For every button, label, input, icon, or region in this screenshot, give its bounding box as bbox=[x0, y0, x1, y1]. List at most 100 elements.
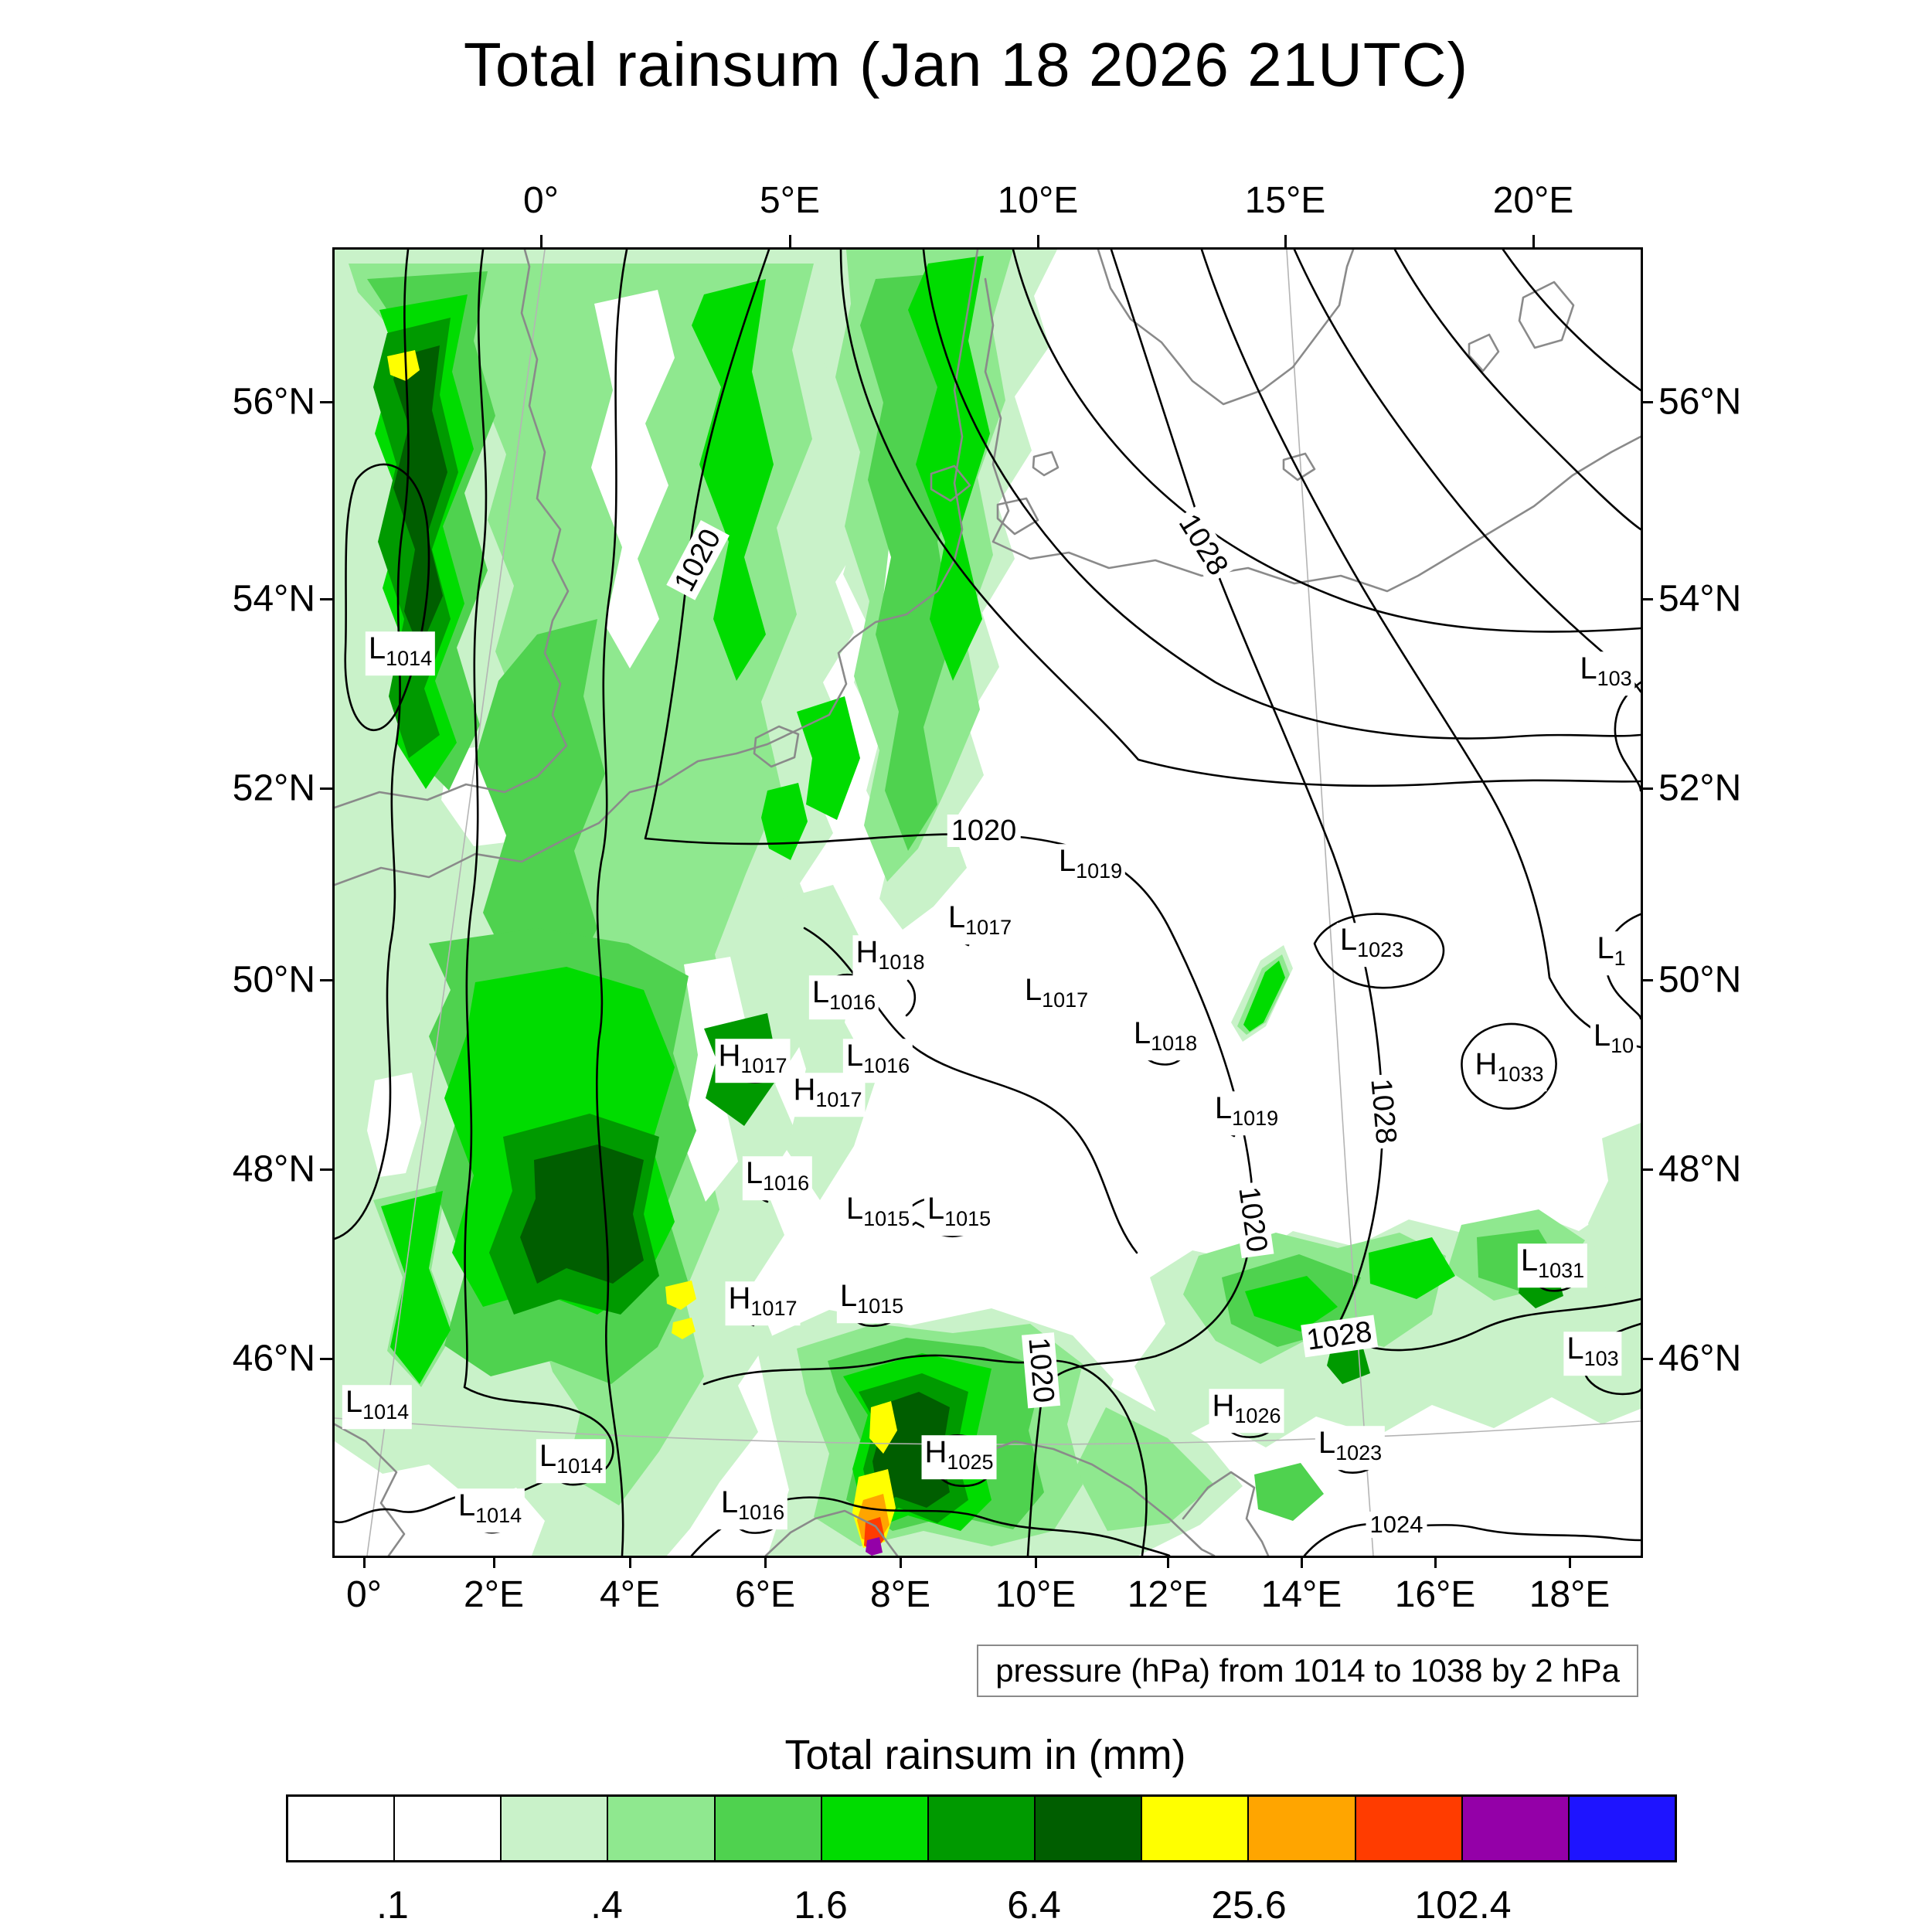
colorbar-segment bbox=[1462, 1797, 1570, 1860]
axis-label-top: 15°E bbox=[1244, 180, 1326, 221]
axis-label-bottom: 16°E bbox=[1394, 1574, 1476, 1615]
map-frame: 1020 1028 1020 1028 1020 1028 1020 1024 L1014 L10… bbox=[332, 247, 1643, 1558]
axis-label-top: 10°E bbox=[997, 180, 1079, 221]
axis-tick bbox=[540, 235, 543, 247]
axis-label-right: 56°N bbox=[1658, 381, 1742, 423]
axis-tick bbox=[320, 401, 332, 403]
contour-label: 1020 bbox=[1021, 1332, 1061, 1408]
pressure-center-low: L1023 bbox=[1315, 1426, 1386, 1471]
colorbar-segment bbox=[715, 1797, 822, 1860]
axis-label-right: 54°N bbox=[1658, 578, 1742, 620]
pressure-center-high: H1025 bbox=[921, 1435, 997, 1480]
pressure-center-low: L1016 bbox=[742, 1156, 813, 1201]
pressure-center-low: L1014 bbox=[454, 1488, 526, 1533]
pressure-center-low: L1014 bbox=[536, 1439, 607, 1484]
pressure-center-high: H1017 bbox=[715, 1039, 791, 1083]
axis-tick bbox=[1434, 1556, 1437, 1568]
colorbar-segment bbox=[1569, 1797, 1675, 1860]
colorbar-segment bbox=[288, 1797, 396, 1860]
colorbar-segment bbox=[928, 1797, 1036, 1860]
colorbar-tick-label: .4 bbox=[590, 1883, 623, 1927]
axis-tick bbox=[320, 979, 332, 981]
axis-tick bbox=[1532, 235, 1535, 247]
page-title: Total rainsum (Jan 18 2026 21UTC) bbox=[463, 30, 1469, 99]
axis-tick bbox=[493, 1556, 495, 1568]
pressure-center-low: L103 bbox=[1577, 651, 1635, 696]
axis-tick bbox=[1569, 1556, 1571, 1568]
pressure-center-low: L1014 bbox=[365, 631, 436, 676]
axis-label-bottom: 12°E bbox=[1127, 1574, 1209, 1615]
colorbar bbox=[286, 1794, 1677, 1862]
axis-tick bbox=[1167, 1556, 1169, 1568]
colorbar-segment bbox=[502, 1797, 609, 1860]
colorbar-segment bbox=[608, 1797, 716, 1860]
colorbar-segment bbox=[1355, 1797, 1463, 1860]
map-canvas bbox=[335, 250, 1641, 1556]
colorbar-tick-label: 102.4 bbox=[1414, 1883, 1512, 1927]
pressure-center-low: L1017 bbox=[944, 900, 1015, 945]
axis-label-right: 46°N bbox=[1658, 1338, 1742, 1379]
colorbar-title: Total rainsum in (mm) bbox=[784, 1732, 1186, 1778]
contour-label: 1020 bbox=[947, 815, 1021, 847]
pressure-center-high: H1017 bbox=[790, 1073, 866, 1117]
axis-label-bottom: 6°E bbox=[735, 1574, 795, 1615]
pressure-center-low: L1016 bbox=[717, 1485, 788, 1530]
axis-tick bbox=[363, 1556, 366, 1568]
contour-label: 1024 bbox=[1366, 1512, 1427, 1538]
colorbar-segment bbox=[395, 1797, 502, 1860]
axis-label-left: 56°N bbox=[232, 381, 315, 423]
precip-field bbox=[335, 250, 1641, 1556]
colorbar-segment bbox=[821, 1797, 929, 1860]
axis-tick bbox=[320, 1168, 332, 1171]
axis-label-left: 48°N bbox=[232, 1148, 315, 1190]
axis-label-bottom: 2°E bbox=[464, 1574, 524, 1615]
axis-tick bbox=[629, 1556, 631, 1568]
axis-label-bottom: 4°E bbox=[600, 1574, 660, 1615]
axis-tick bbox=[320, 1358, 332, 1360]
axis-tick bbox=[1301, 1556, 1303, 1568]
axis-tick bbox=[1641, 1168, 1653, 1171]
axis-label-left: 46°N bbox=[232, 1338, 315, 1379]
axis-label-top: 0° bbox=[523, 180, 559, 221]
axis-tick bbox=[1641, 598, 1653, 600]
pressure-center-high: H1033 bbox=[1471, 1047, 1547, 1092]
colorbar-tick-label: 1.6 bbox=[794, 1883, 848, 1927]
colorbar-tick-label: .1 bbox=[376, 1883, 409, 1927]
axis-label-left: 54°N bbox=[232, 578, 315, 620]
axis-label-bottom: 8°E bbox=[870, 1574, 930, 1615]
axis-label-bottom: 10°E bbox=[995, 1574, 1077, 1615]
axis-label-left: 50°N bbox=[232, 959, 315, 1001]
axis-tick bbox=[1035, 1556, 1037, 1568]
pressure-center-low: L1018 bbox=[1130, 1016, 1201, 1061]
axis-tick bbox=[1641, 979, 1653, 981]
colorbar-tick-label: 25.6 bbox=[1211, 1883, 1287, 1927]
pressure-center-low: L1019 bbox=[1211, 1091, 1282, 1136]
colorbar-segment bbox=[1036, 1797, 1143, 1860]
pressure-center-low: L1015 bbox=[836, 1279, 907, 1324]
axis-tick bbox=[789, 235, 791, 247]
axis-tick bbox=[320, 787, 332, 790]
axis-label-bottom: 14°E bbox=[1260, 1574, 1342, 1615]
pressure-center-high: H1026 bbox=[1209, 1389, 1284, 1434]
pressure-note: pressure (hPa) from 1014 to 1038 by 2 hP… bbox=[977, 1645, 1638, 1697]
axis-tick bbox=[764, 1556, 767, 1568]
pressure-center-low: L10 bbox=[1590, 1019, 1638, 1063]
pressure-center-low: L1017 bbox=[1021, 973, 1092, 1018]
pressure-center-low: L1015 bbox=[923, 1192, 995, 1236]
colorbar-tick-label: 6.4 bbox=[1007, 1883, 1061, 1927]
axis-tick bbox=[1037, 235, 1039, 247]
pressure-center-low: L1014 bbox=[342, 1385, 413, 1430]
axis-tick bbox=[320, 598, 332, 600]
axis-label-bottom: 0° bbox=[346, 1574, 382, 1615]
axis-tick bbox=[1641, 1358, 1653, 1360]
colorbar-segment bbox=[1249, 1797, 1356, 1860]
pressure-center-low: L1019 bbox=[1055, 844, 1126, 889]
pressure-center-low: L1 bbox=[1594, 931, 1629, 976]
pressure-center-low: L1016 bbox=[808, 975, 879, 1020]
axis-label-top: 5°E bbox=[760, 180, 820, 221]
pressure-center-low: L103 bbox=[1563, 1332, 1622, 1376]
contour-label: 1028 bbox=[1363, 1073, 1403, 1149]
pressure-center-high: H1017 bbox=[725, 1281, 801, 1326]
axis-label-right: 52°N bbox=[1658, 767, 1742, 809]
axis-label-right: 50°N bbox=[1658, 959, 1742, 1001]
